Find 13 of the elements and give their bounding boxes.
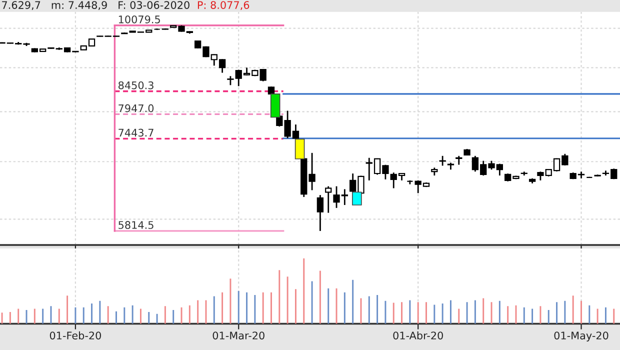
ref-line-label: 10079.5 [118, 15, 160, 24]
x-tick-label: 01-Feb-20 [50, 331, 101, 340]
candlestick [316, 194, 324, 232]
x-tick-label: 01-Abr-20 [393, 331, 443, 340]
ref-line-label: 5814.5 [118, 221, 154, 229]
candlestick [325, 186, 332, 214]
x-tick-label: 01-Mar-20 [212, 332, 264, 340]
x-tick-label: 01-May-20 [554, 332, 608, 342]
ref-line-label: 7443.7 [118, 128, 154, 137]
ref-line-label: 7947.0 [118, 104, 154, 112]
text: 7.629,7 m: 7.448,9 F: 03-06-2020 [2, 1, 190, 10]
ref-line-label: 8450.3 [118, 81, 154, 90]
text: P: 8.077,6 [198, 1, 250, 10]
